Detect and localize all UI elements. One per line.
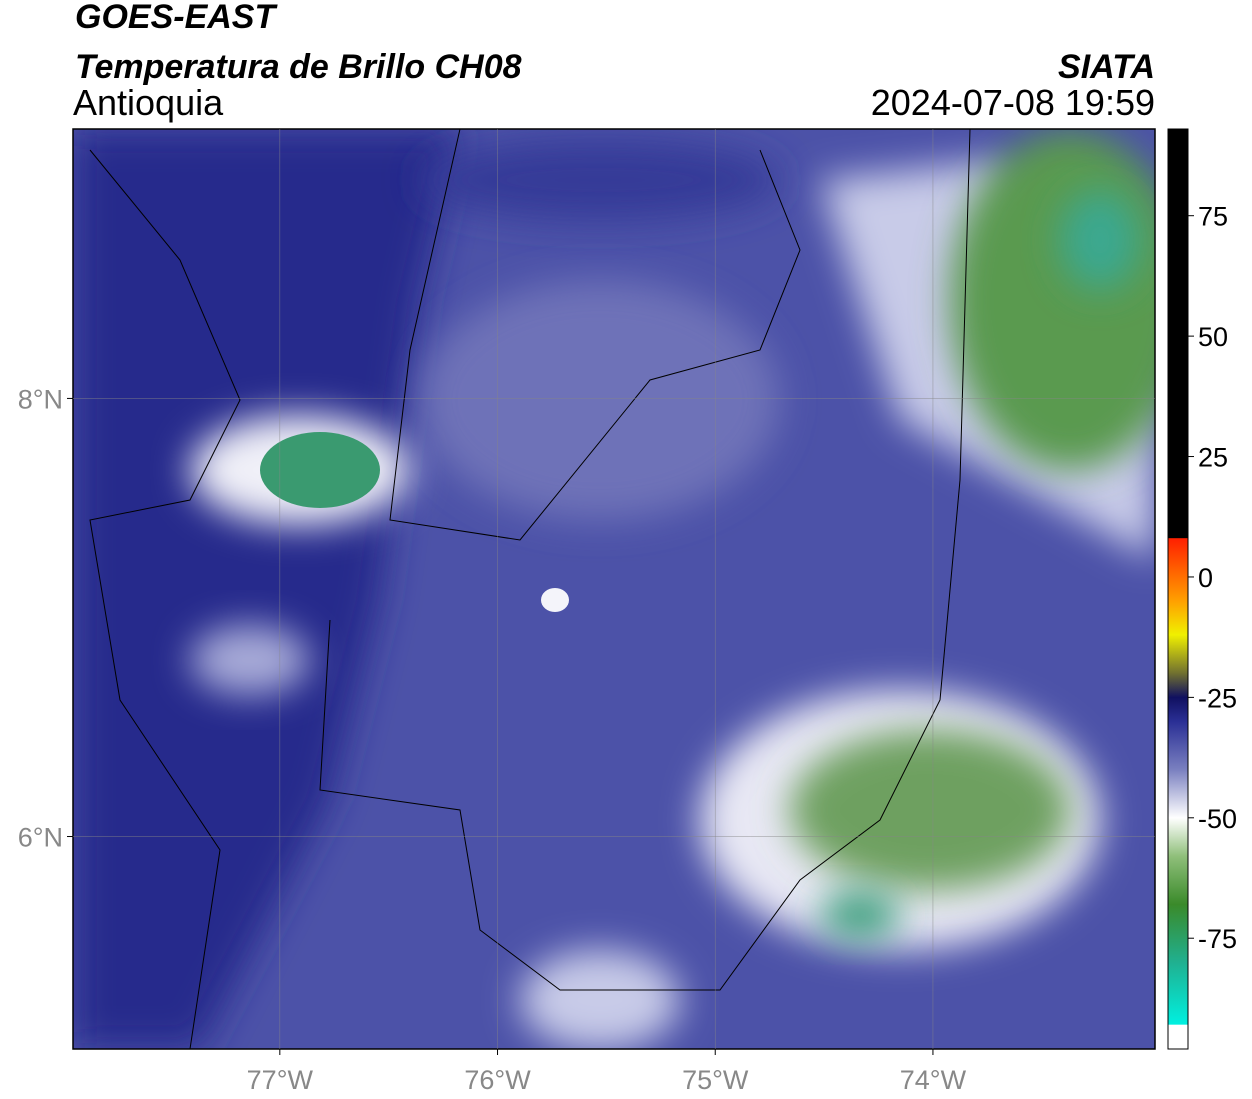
y-tick-label: 6°N — [18, 823, 63, 853]
region: Antioquia — [73, 82, 224, 123]
title: GOES-EAST — [75, 0, 278, 36]
x-tick-label: 77°W — [247, 1065, 314, 1095]
datetime: 2024-07-08 19:59 — [871, 82, 1155, 123]
colorbar-tick-label: 50 — [1198, 322, 1228, 352]
y-tick-label: 8°N — [18, 384, 63, 414]
colorbar-tick-label: 0 — [1198, 563, 1213, 593]
satellite-image — [73, 129, 1155, 1049]
colorbar-tick-label: -75 — [1198, 924, 1237, 954]
colorbar — [1167, 128, 1189, 1050]
x-tick-label: 74°W — [900, 1065, 967, 1095]
colorbar-tick-label: 75 — [1198, 202, 1228, 232]
map-frame — [72, 128, 1156, 1050]
colorbar-tick-label: 25 — [1198, 443, 1228, 473]
source: SIATA — [1058, 48, 1155, 86]
x-tick-label: 75°W — [682, 1065, 749, 1095]
subtitle: Temperatura de Brillo CH08 — [75, 48, 522, 86]
colorbar-tick-label: -25 — [1198, 683, 1237, 713]
colorbar-tick-label: -50 — [1198, 804, 1237, 834]
x-tick-label: 76°W — [464, 1065, 531, 1095]
